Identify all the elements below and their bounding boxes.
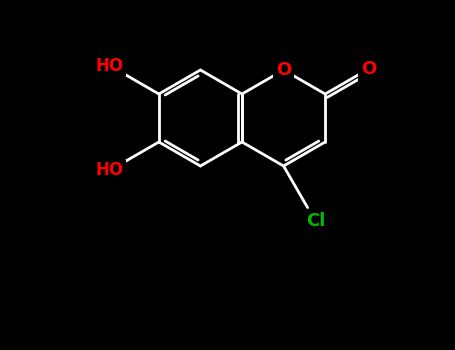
Text: O: O	[276, 61, 291, 79]
Text: Cl: Cl	[306, 212, 325, 230]
Text: HO: HO	[96, 161, 124, 179]
Text: HO: HO	[96, 57, 124, 75]
Text: O: O	[361, 60, 376, 78]
